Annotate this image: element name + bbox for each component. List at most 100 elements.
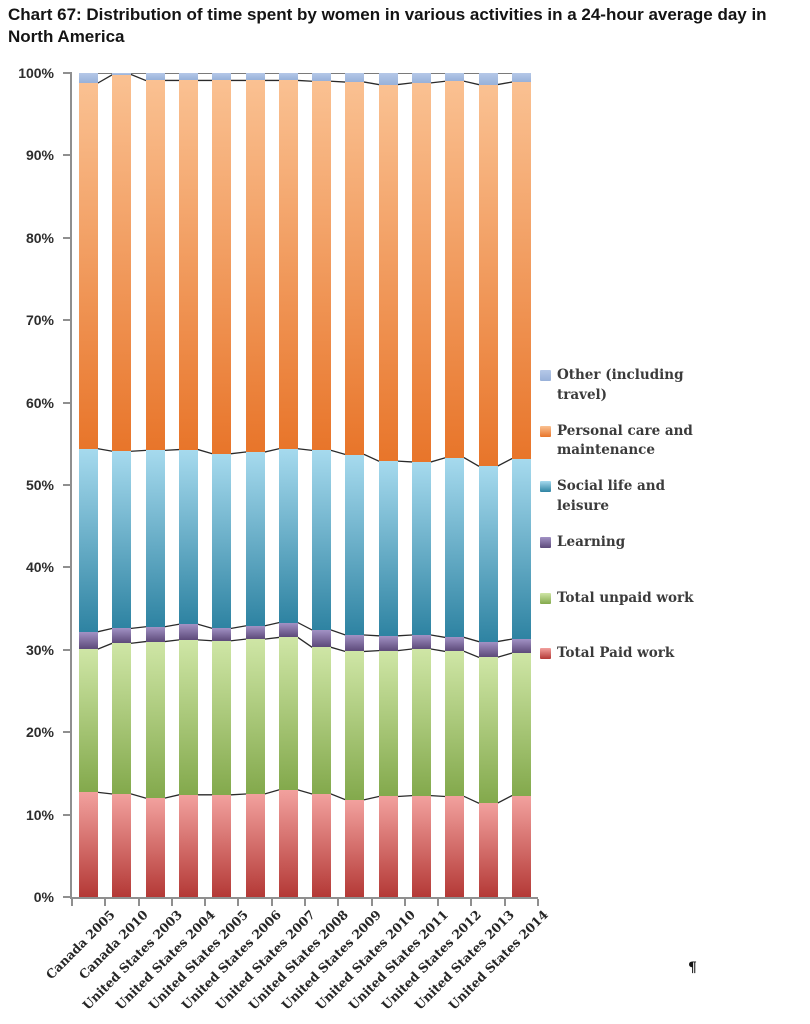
bar-segment-personal-care-and-maintenance <box>179 80 198 450</box>
bar-segment-learning <box>478 641 498 658</box>
y-axis-label-70: 70% <box>25 312 54 329</box>
bar-united-states-2006 <box>245 73 265 897</box>
bar-united-states-2007 <box>278 73 298 897</box>
bar-segment-total-paid-work <box>445 796 465 897</box>
bar-segment-social-life-and-leisure <box>445 457 465 638</box>
legend: Other (including travel) Personal care an… <box>540 366 705 700</box>
y-axis: 0% 10% 20% 30% 40% 50% 60% 70% 80% 90% 100% <box>0 65 62 905</box>
bar-segment-personal-care-and-maintenance <box>511 82 531 459</box>
legend-label: Social life and leisure <box>557 478 666 514</box>
bar-segment-social-life-and-leisure <box>378 461 398 636</box>
legend-item-total-paid-work: Total Paid work <box>540 644 705 700</box>
bar-segment-total-unpaid-work <box>478 657 498 804</box>
bar-united-states-2010 <box>378 73 398 897</box>
bar-segment-total-paid-work <box>511 795 531 897</box>
y-axis-label-100: 100% <box>18 65 54 81</box>
legend-item-other-including-travel: Other (including travel) <box>540 366 705 422</box>
bar-united-states-2013 <box>478 73 498 897</box>
bar-segment-learning <box>112 628 132 644</box>
y-axis-line <box>70 72 72 899</box>
y-axis-label-50: 50% <box>25 477 54 493</box>
bar-canada-2005 <box>79 73 99 897</box>
bar-united-states-2014 <box>511 73 531 897</box>
x-axis: Canada 2005 Canada 2010 United States 2003… <box>43 903 551 1023</box>
y-axis-label-20: 20% <box>25 724 54 741</box>
bar-segment-personal-care-and-maintenance <box>212 80 232 454</box>
bar-segment-total-paid-work <box>79 792 99 897</box>
bar-segment-total-unpaid-work <box>212 640 232 795</box>
bar-segment-social-life-and-leisure <box>212 453 232 629</box>
bar-segment-personal-care-and-maintenance <box>278 80 298 449</box>
bar-united-states-2003 <box>145 73 165 897</box>
bar-segment-other-including-travel <box>79 73 99 83</box>
bar-segment-social-life-and-leisure <box>179 449 198 625</box>
bar-segment-total-unpaid-work <box>312 647 332 794</box>
bar-segment-other-including-travel <box>179 73 198 81</box>
bar-segment-total-unpaid-work <box>278 637 298 790</box>
legend-swatch-social-life-and-leisure <box>540 481 551 493</box>
bar-segment-social-life-and-leisure <box>278 448 298 623</box>
bar-segment-learning <box>445 637 465 652</box>
bar-segment-social-life-and-leisure <box>312 450 332 631</box>
legend-item-total-unpaid-work: Total unpaid work <box>540 589 705 645</box>
bar-segment-total-paid-work <box>478 803 498 897</box>
chart-plot-area <box>72 73 538 897</box>
y-axis-label-40: 40% <box>25 559 54 576</box>
legend-label: Total Paid work <box>557 645 675 662</box>
bar-segment-total-unpaid-work <box>112 643 132 794</box>
y-axis-label-80: 80% <box>25 229 54 246</box>
bar-segment-social-life-and-leisure <box>478 466 498 642</box>
bar-segment-personal-care-and-maintenance <box>412 82 431 462</box>
bar-canada-2010 <box>112 73 132 897</box>
bar-segment-social-life-and-leisure <box>145 450 165 627</box>
y-tick <box>63 896 70 898</box>
bar-segment-learning <box>312 630 332 648</box>
bar-segment-other-including-travel <box>345 73 365 83</box>
legend-swatch-total-unpaid-work <box>540 592 551 604</box>
x-tick <box>170 899 173 906</box>
bar-segment-personal-care-and-maintenance <box>445 81 465 458</box>
bar-segment-other-including-travel <box>278 73 298 81</box>
bar-segment-personal-care-and-maintenance <box>145 80 165 451</box>
bar-segment-social-life-and-leisure <box>345 454 365 635</box>
bar-segment-total-paid-work <box>145 798 165 897</box>
bar-segment-other-including-travel <box>245 73 265 81</box>
legend-item-learning: Learning <box>540 533 705 589</box>
bar-segment-total-unpaid-work <box>445 651 465 797</box>
bar-segment-learning <box>79 631 99 649</box>
x-tick <box>104 899 107 906</box>
bar-segment-total-unpaid-work <box>378 650 398 797</box>
bar-segment-learning <box>179 624 198 640</box>
bar-segment-other-including-travel <box>445 73 465 82</box>
bar-segment-total-unpaid-work <box>412 649 431 796</box>
x-tick <box>204 899 207 906</box>
bar-segment-total-paid-work <box>412 795 431 897</box>
y-axis-label-0: 0% <box>33 889 54 905</box>
bar-segment-learning <box>345 635 365 652</box>
legend-swatch-learning <box>540 537 551 549</box>
bar-segment-total-paid-work <box>245 794 265 897</box>
bar-united-states-2009 <box>345 73 365 897</box>
bar-united-states-2012 <box>445 73 465 897</box>
bar-segment-learning <box>278 622 298 638</box>
bar-united-states-2004 <box>179 73 198 897</box>
bar-segment-total-paid-work <box>345 799 365 897</box>
bar-segment-total-unpaid-work <box>145 641 165 799</box>
x-tick <box>537 899 539 906</box>
series-connector-lines <box>79 73 531 804</box>
y-tick <box>63 731 70 734</box>
legend-label: Total unpaid work <box>557 589 694 606</box>
y-axis-label-30: 30% <box>25 641 54 658</box>
y-axis-label-90: 90% <box>25 147 54 164</box>
y-tick <box>63 648 70 651</box>
bar-segment-total-unpaid-work <box>179 639 198 795</box>
bar-segment-other-including-travel <box>511 73 531 83</box>
legend-item-social-life-and-leisure: Social life and leisure <box>540 477 705 533</box>
bar-segment-total-paid-work <box>278 789 298 897</box>
bar-segment-social-life-and-leisure <box>245 452 265 626</box>
y-tick <box>63 813 70 816</box>
legend-label: Personal care and maintenance <box>557 422 693 459</box>
x-tick <box>503 899 506 906</box>
bar-segment-total-paid-work <box>312 794 332 897</box>
legend-swatch-other-including-travel <box>540 370 551 381</box>
